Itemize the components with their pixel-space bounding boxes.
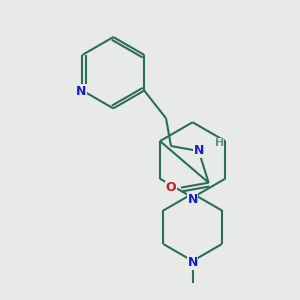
Text: N: N bbox=[188, 193, 198, 206]
Text: N: N bbox=[194, 145, 204, 158]
Text: N: N bbox=[188, 256, 198, 269]
Text: H: H bbox=[214, 138, 224, 148]
Text: N: N bbox=[76, 85, 87, 98]
Text: O: O bbox=[166, 181, 176, 194]
